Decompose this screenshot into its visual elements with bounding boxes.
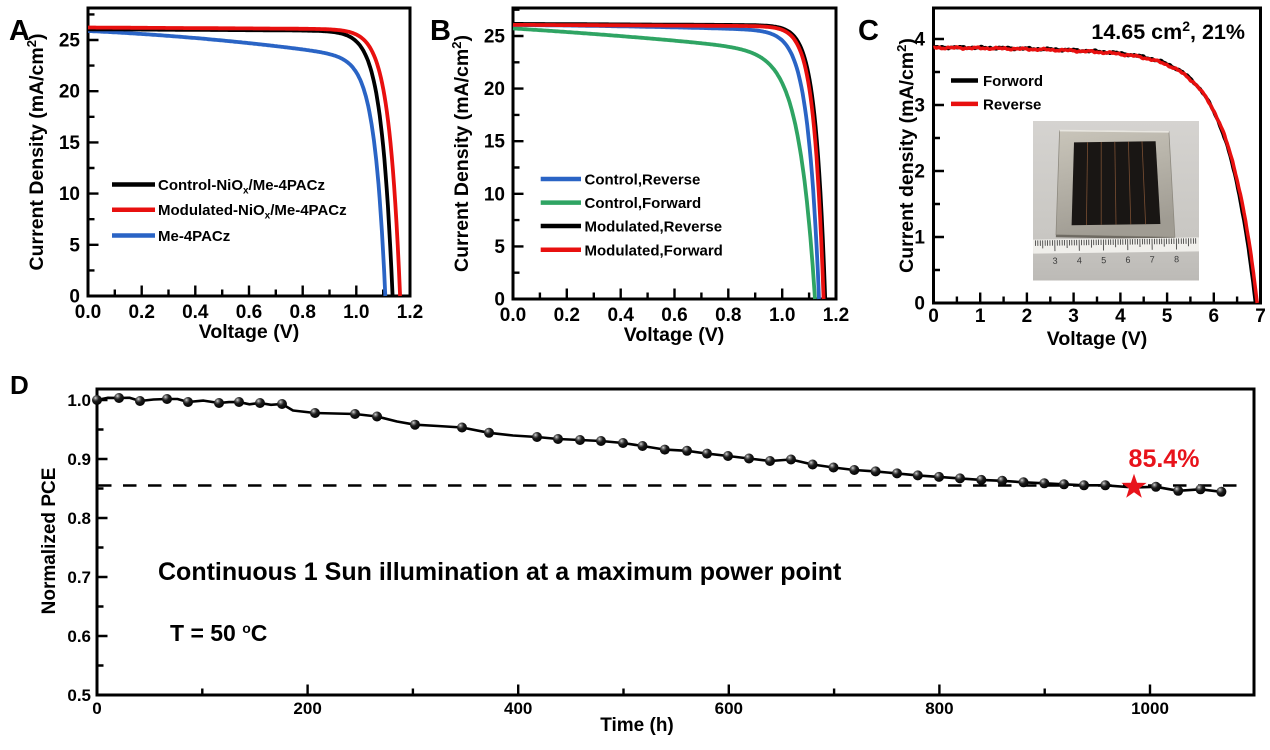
svg-text:10: 10 bbox=[59, 184, 80, 205]
svg-text:Current Density (mA/cm2): Current Density (mA/cm2) bbox=[24, 34, 48, 271]
svg-text:3: 3 bbox=[914, 96, 925, 117]
svg-text:0.8: 0.8 bbox=[289, 302, 315, 323]
svg-text:5: 5 bbox=[1162, 306, 1173, 327]
svg-text:Current Density (mA/cm2): Current Density (mA/cm2) bbox=[449, 35, 473, 272]
svg-text:0.0: 0.0 bbox=[75, 302, 101, 323]
svg-text:15: 15 bbox=[484, 132, 506, 153]
svg-text:5: 5 bbox=[494, 237, 505, 258]
svg-text:Reverse: Reverse bbox=[983, 96, 1041, 113]
svg-text:4: 4 bbox=[914, 30, 925, 51]
svg-text:Normalized PCE: Normalized PCE bbox=[39, 468, 60, 615]
svg-text:C: C bbox=[858, 15, 879, 47]
svg-text:85.4%: 85.4% bbox=[1129, 445, 1200, 473]
svg-text:1.0: 1.0 bbox=[67, 391, 91, 410]
svg-text:0.7: 0.7 bbox=[67, 568, 91, 587]
svg-text:2: 2 bbox=[1022, 306, 1033, 327]
svg-text:3: 3 bbox=[1053, 256, 1058, 266]
svg-text:1: 1 bbox=[914, 228, 925, 249]
svg-text:Control,Reverse: Control,Reverse bbox=[585, 172, 701, 189]
svg-text:Control-NiOx/Me-4PACz: Control-NiOx/Me-4PACz bbox=[158, 177, 325, 197]
svg-text:7: 7 bbox=[1255, 306, 1266, 327]
svg-text:400: 400 bbox=[504, 699, 532, 718]
svg-text:A: A bbox=[9, 15, 30, 47]
svg-text:0.8: 0.8 bbox=[67, 509, 91, 528]
svg-text:Voltage (V): Voltage (V) bbox=[624, 324, 724, 346]
svg-text:1.0: 1.0 bbox=[769, 305, 795, 326]
svg-text:20: 20 bbox=[484, 79, 505, 100]
svg-text:200: 200 bbox=[293, 699, 321, 718]
svg-text:0: 0 bbox=[69, 287, 80, 308]
svg-text:0.8: 0.8 bbox=[715, 305, 741, 326]
svg-text:1.2: 1.2 bbox=[397, 302, 423, 323]
svg-text:1: 1 bbox=[975, 306, 986, 327]
svg-text:Modulated,Forward: Modulated,Forward bbox=[585, 242, 723, 259]
svg-text:25: 25 bbox=[59, 31, 81, 52]
svg-text:B: B bbox=[430, 15, 451, 47]
svg-text:Control,Forward: Control,Forward bbox=[585, 195, 702, 212]
svg-text:15: 15 bbox=[59, 133, 81, 154]
svg-text:3: 3 bbox=[1068, 306, 1079, 327]
svg-text:Modulated,Reverse: Modulated,Reverse bbox=[585, 219, 723, 236]
svg-text:5: 5 bbox=[1101, 255, 1106, 265]
svg-text:0.6: 0.6 bbox=[67, 627, 91, 646]
svg-text:D: D bbox=[10, 370, 29, 400]
svg-text:0.0: 0.0 bbox=[500, 305, 526, 326]
svg-text:0: 0 bbox=[92, 699, 101, 718]
svg-text:1.2: 1.2 bbox=[823, 305, 849, 326]
svg-text:Modulated-NiOx/Me-4PACz: Modulated-NiOx/Me-4PACz bbox=[158, 202, 347, 222]
svg-text:0.6: 0.6 bbox=[661, 305, 687, 326]
svg-text:0.4: 0.4 bbox=[607, 305, 634, 326]
svg-text:0.6: 0.6 bbox=[236, 302, 262, 323]
svg-text:0: 0 bbox=[914, 294, 925, 315]
svg-text:8: 8 bbox=[1174, 254, 1179, 264]
svg-text:0.2: 0.2 bbox=[554, 305, 580, 326]
svg-text:0: 0 bbox=[928, 306, 939, 327]
svg-text:20: 20 bbox=[59, 82, 80, 103]
svg-text:Time (h): Time (h) bbox=[600, 715, 674, 736]
svg-text:7: 7 bbox=[1150, 254, 1155, 264]
svg-text:6: 6 bbox=[1209, 306, 1220, 327]
svg-text:0.4: 0.4 bbox=[182, 302, 209, 323]
svg-text:1.0: 1.0 bbox=[343, 302, 369, 323]
svg-text:0.2: 0.2 bbox=[128, 302, 154, 323]
svg-text:5: 5 bbox=[69, 235, 80, 256]
svg-text:0.9: 0.9 bbox=[67, 450, 91, 469]
svg-text:T = 50 oC: T = 50 oC bbox=[170, 620, 267, 646]
svg-text:10: 10 bbox=[484, 184, 505, 205]
svg-text:Forword: Forword bbox=[983, 73, 1043, 90]
svg-text:4: 4 bbox=[1115, 306, 1126, 327]
svg-text:Continuous 1 Sun illumination: Continuous 1 Sun illumination at a maxim… bbox=[158, 558, 842, 586]
svg-text:0.5: 0.5 bbox=[67, 686, 91, 705]
svg-text:Current density (mA/cm2): Current density (mA/cm2) bbox=[894, 38, 918, 273]
svg-text:Voltage (V): Voltage (V) bbox=[1047, 328, 1147, 350]
svg-text:1000: 1000 bbox=[1131, 699, 1169, 718]
svg-text:6: 6 bbox=[1125, 255, 1130, 265]
svg-text:2: 2 bbox=[914, 162, 925, 183]
svg-text:Me-4PACz: Me-4PACz bbox=[158, 228, 230, 245]
svg-text:800: 800 bbox=[925, 699, 953, 718]
svg-text:600: 600 bbox=[715, 699, 743, 718]
svg-text:25: 25 bbox=[484, 27, 506, 48]
svg-text:0: 0 bbox=[494, 290, 505, 311]
svg-text:4: 4 bbox=[1077, 255, 1082, 265]
svg-text:Voltage (V): Voltage (V) bbox=[199, 321, 299, 343]
svg-text:14.65 cm2, 21%: 14.65 cm2, 21% bbox=[1091, 18, 1245, 44]
